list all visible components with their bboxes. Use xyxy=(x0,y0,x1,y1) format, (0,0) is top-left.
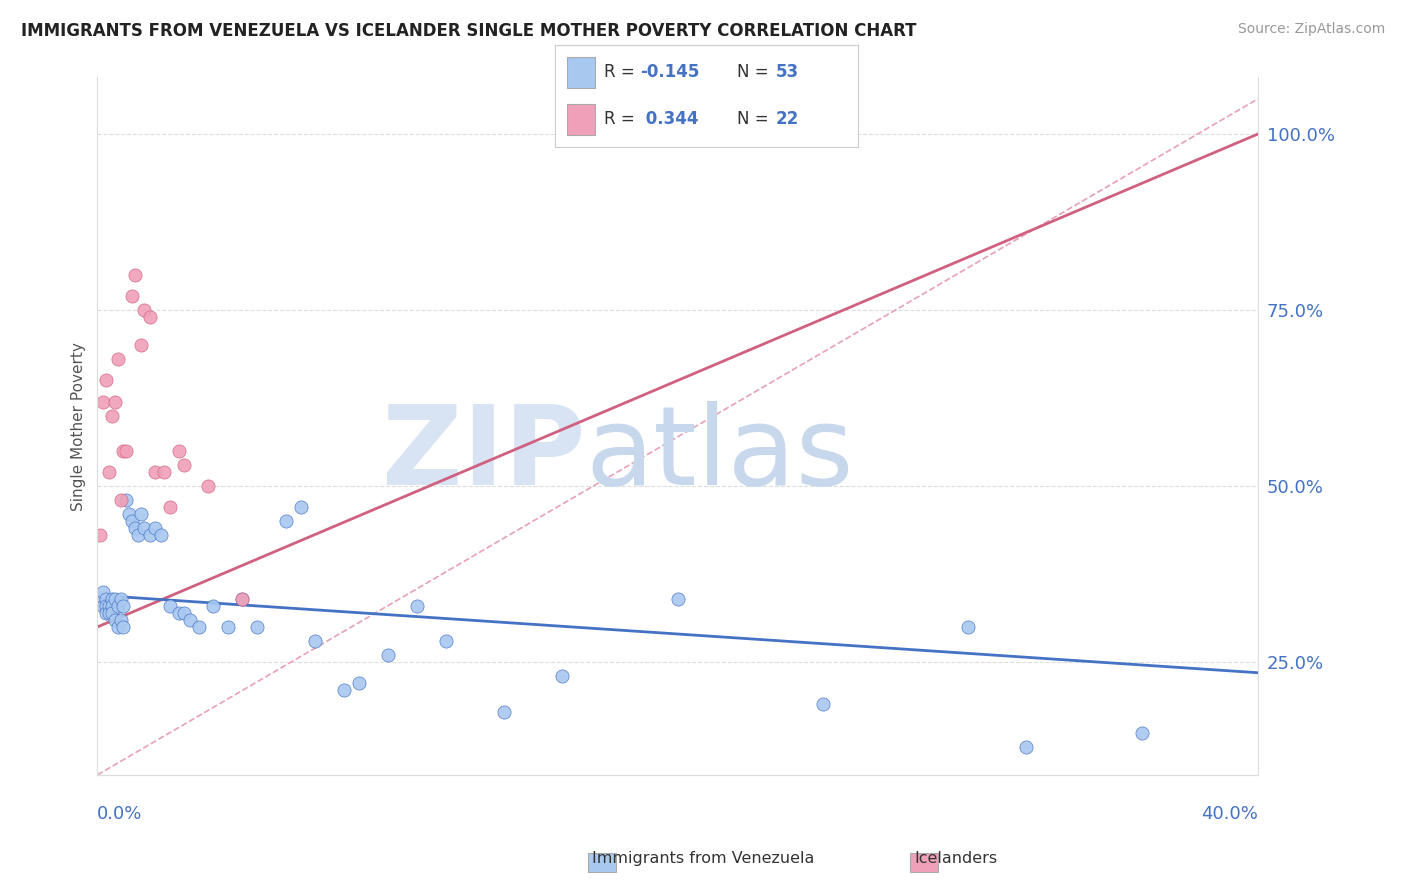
Point xyxy=(107,599,129,613)
Text: N =: N = xyxy=(737,111,773,128)
Point xyxy=(274,514,297,528)
Point xyxy=(124,521,146,535)
Point xyxy=(91,599,114,613)
Point xyxy=(347,676,370,690)
Point xyxy=(94,599,117,613)
Point xyxy=(167,443,190,458)
Point xyxy=(94,606,117,620)
Text: 53: 53 xyxy=(776,63,799,81)
Point xyxy=(197,479,219,493)
Text: Source: ZipAtlas.com: Source: ZipAtlas.com xyxy=(1237,22,1385,37)
Point xyxy=(405,599,427,613)
Point xyxy=(129,338,152,352)
Point xyxy=(173,606,195,620)
Point xyxy=(107,620,129,634)
Point xyxy=(110,591,132,606)
Text: 40.0%: 40.0% xyxy=(1202,805,1258,823)
Point xyxy=(91,394,114,409)
Point xyxy=(115,493,138,508)
Point xyxy=(434,634,457,648)
Point xyxy=(115,443,138,458)
Text: R =: R = xyxy=(603,63,640,81)
Point xyxy=(112,443,135,458)
Text: atlas: atlas xyxy=(585,401,853,508)
Point xyxy=(202,599,225,613)
Point xyxy=(97,606,120,620)
Point xyxy=(89,528,111,542)
Point xyxy=(121,514,143,528)
Point xyxy=(121,289,143,303)
Point xyxy=(110,613,132,627)
Point xyxy=(124,268,146,282)
Text: 0.344: 0.344 xyxy=(640,111,699,128)
Point xyxy=(138,528,160,542)
Point xyxy=(1015,739,1038,754)
FancyBboxPatch shape xyxy=(568,57,595,87)
Point xyxy=(101,606,124,620)
Y-axis label: Single Mother Poverty: Single Mother Poverty xyxy=(72,342,86,510)
Text: R =: R = xyxy=(603,111,640,128)
Point xyxy=(145,521,167,535)
Point xyxy=(112,620,135,634)
Text: 0.0%: 0.0% xyxy=(97,805,143,823)
Point xyxy=(127,528,149,542)
Point xyxy=(101,591,124,606)
Point xyxy=(1130,725,1153,739)
FancyBboxPatch shape xyxy=(568,104,595,135)
Point xyxy=(304,634,326,648)
Point xyxy=(159,599,181,613)
Point xyxy=(167,606,190,620)
Point xyxy=(333,683,356,698)
Point xyxy=(132,521,155,535)
Point xyxy=(110,493,132,508)
Point xyxy=(101,599,124,613)
Point xyxy=(179,613,201,627)
Point xyxy=(104,591,127,606)
Point xyxy=(97,465,120,479)
Text: IMMIGRANTS FROM VENEZUELA VS ICELANDER SINGLE MOTHER POVERTY CORRELATION CHART: IMMIGRANTS FROM VENEZUELA VS ICELANDER S… xyxy=(21,22,917,40)
Point xyxy=(957,620,980,634)
Point xyxy=(129,508,152,522)
Point xyxy=(89,591,111,606)
Text: Icelanders: Icelanders xyxy=(914,851,998,865)
Point xyxy=(551,669,574,683)
Point xyxy=(217,620,239,634)
Text: -0.145: -0.145 xyxy=(640,63,699,81)
Point xyxy=(138,310,160,324)
Point xyxy=(811,698,834,712)
Text: Immigrants from Venezuela: Immigrants from Venezuela xyxy=(592,851,814,865)
Point xyxy=(104,394,127,409)
Point xyxy=(112,599,135,613)
Point xyxy=(104,613,127,627)
Point xyxy=(94,591,117,606)
Point xyxy=(97,599,120,613)
Text: N =: N = xyxy=(737,63,773,81)
Text: 22: 22 xyxy=(776,111,799,128)
Point xyxy=(118,508,141,522)
Point xyxy=(94,373,117,387)
Point xyxy=(231,591,253,606)
Point xyxy=(377,648,399,662)
Point xyxy=(159,500,181,515)
Point xyxy=(101,409,124,423)
Point xyxy=(187,620,209,634)
Point xyxy=(150,528,173,542)
Point xyxy=(666,591,689,606)
Point xyxy=(173,458,195,472)
Point xyxy=(231,591,253,606)
Point xyxy=(145,465,167,479)
Point xyxy=(91,584,114,599)
Point xyxy=(153,465,176,479)
Text: ZIP: ZIP xyxy=(381,401,585,508)
Point xyxy=(246,620,269,634)
Point xyxy=(290,500,312,515)
Point xyxy=(492,705,515,719)
Point xyxy=(107,352,129,367)
Point xyxy=(132,302,155,317)
